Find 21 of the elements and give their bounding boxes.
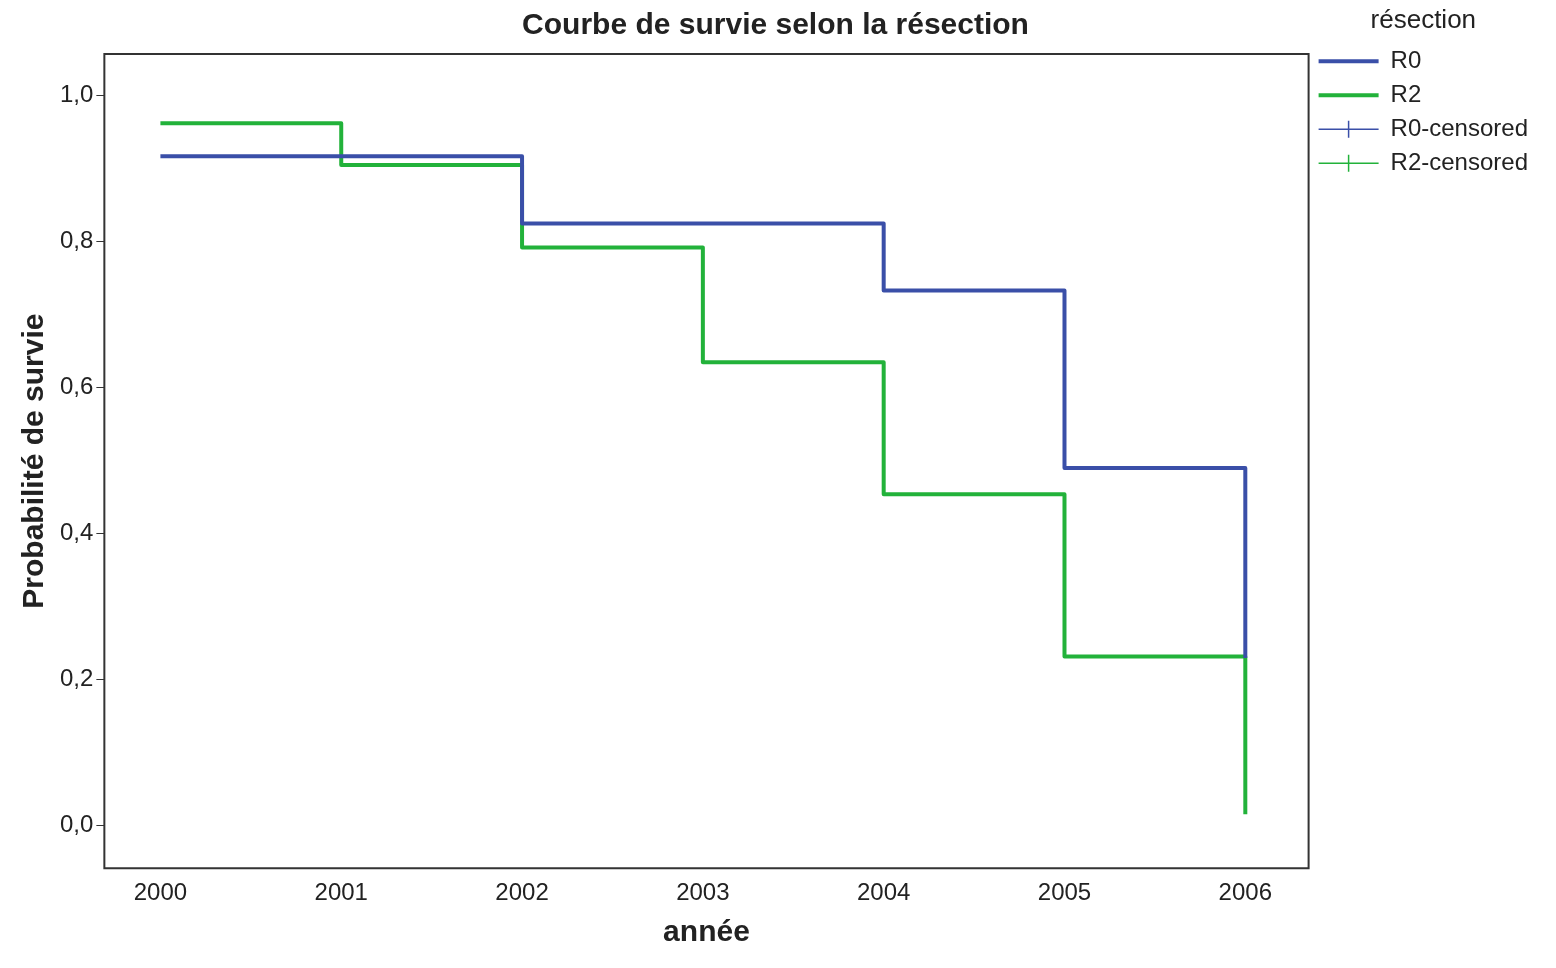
x-tick-label: 2002 [495, 878, 549, 906]
y-tick-label: 0,6 [59, 372, 94, 400]
legend-label: R2-censored [1390, 147, 1528, 175]
y-tick-label: 0,0 [59, 810, 94, 838]
legend-label: R0 [1390, 45, 1422, 73]
x-tick-label: 2006 [1218, 878, 1273, 906]
x-tick-label: 2001 [314, 878, 368, 906]
y-tick-label: 0,8 [59, 226, 94, 254]
y-axis-title: Probabilité de survie [16, 313, 50, 609]
x-tick-label: 2000 [133, 878, 188, 906]
chart-title: Courbe de survie selon la résection [522, 7, 1029, 41]
x-axis-title: année [663, 914, 750, 948]
legend-label: R0-censored [1390, 113, 1528, 141]
legend-title: résection [1370, 4, 1477, 35]
y-tick-label: 1,0 [59, 80, 94, 108]
x-tick-label: 2003 [676, 878, 730, 906]
x-tick-label: 2004 [856, 878, 911, 906]
x-tick-label: 2005 [1037, 878, 1092, 906]
legend-label: R2 [1390, 79, 1422, 107]
y-tick-label: 0,4 [59, 518, 94, 546]
y-tick-label: 0,2 [59, 664, 94, 692]
